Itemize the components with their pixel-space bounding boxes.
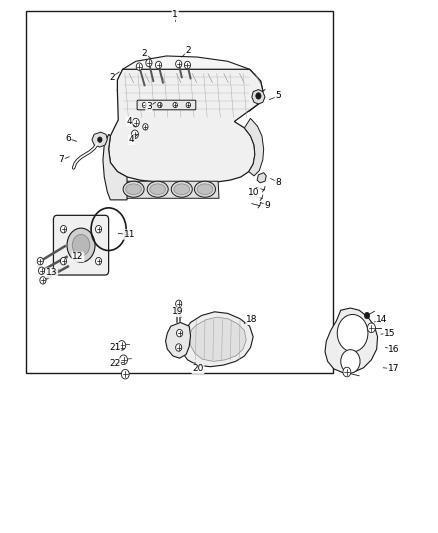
Text: 18: 18 bbox=[246, 316, 258, 324]
Polygon shape bbox=[103, 134, 127, 200]
Text: 21: 21 bbox=[109, 343, 120, 352]
Text: 1: 1 bbox=[172, 11, 178, 19]
Circle shape bbox=[37, 257, 43, 265]
Text: 12: 12 bbox=[72, 253, 84, 261]
FancyBboxPatch shape bbox=[137, 100, 196, 110]
Circle shape bbox=[364, 312, 370, 319]
Polygon shape bbox=[166, 322, 191, 358]
Ellipse shape bbox=[150, 184, 166, 195]
Text: 4: 4 bbox=[129, 135, 134, 144]
Circle shape bbox=[337, 314, 368, 352]
Text: 22: 22 bbox=[109, 359, 120, 368]
Circle shape bbox=[143, 124, 148, 130]
Text: 4: 4 bbox=[127, 117, 132, 126]
Text: 2: 2 bbox=[186, 46, 191, 55]
Circle shape bbox=[155, 61, 162, 69]
Text: 20: 20 bbox=[192, 365, 204, 373]
Circle shape bbox=[146, 59, 152, 67]
Text: 6: 6 bbox=[65, 134, 71, 143]
Text: 17: 17 bbox=[388, 365, 399, 373]
Circle shape bbox=[343, 367, 351, 377]
Circle shape bbox=[98, 137, 102, 142]
Circle shape bbox=[341, 350, 360, 373]
Circle shape bbox=[40, 277, 46, 284]
Circle shape bbox=[176, 344, 182, 351]
Text: 5: 5 bbox=[275, 92, 281, 100]
Polygon shape bbox=[257, 173, 266, 183]
Circle shape bbox=[158, 102, 162, 108]
Polygon shape bbox=[189, 317, 246, 361]
Polygon shape bbox=[325, 308, 378, 373]
Text: 13: 13 bbox=[46, 269, 57, 277]
Ellipse shape bbox=[147, 181, 168, 197]
Circle shape bbox=[184, 61, 191, 69]
Ellipse shape bbox=[174, 184, 190, 195]
Polygon shape bbox=[244, 118, 264, 176]
Circle shape bbox=[173, 102, 177, 108]
Ellipse shape bbox=[194, 181, 215, 197]
Text: 16: 16 bbox=[389, 345, 400, 353]
Polygon shape bbox=[92, 132, 107, 147]
Text: 3: 3 bbox=[146, 102, 152, 111]
Circle shape bbox=[131, 130, 138, 139]
Circle shape bbox=[142, 102, 147, 108]
Circle shape bbox=[67, 228, 95, 262]
Circle shape bbox=[186, 102, 191, 108]
Circle shape bbox=[256, 93, 261, 99]
Bar bbox=[26, 11, 333, 373]
Circle shape bbox=[367, 323, 375, 333]
FancyBboxPatch shape bbox=[53, 215, 109, 275]
Circle shape bbox=[176, 60, 182, 68]
Ellipse shape bbox=[126, 184, 141, 195]
Text: 11: 11 bbox=[124, 230, 135, 239]
Ellipse shape bbox=[197, 184, 213, 195]
Polygon shape bbox=[122, 181, 219, 198]
Circle shape bbox=[177, 329, 183, 337]
Circle shape bbox=[136, 63, 142, 70]
Circle shape bbox=[176, 300, 182, 308]
Text: 7: 7 bbox=[58, 156, 64, 164]
Polygon shape bbox=[180, 312, 253, 367]
Polygon shape bbox=[252, 90, 265, 104]
Circle shape bbox=[121, 369, 129, 379]
Circle shape bbox=[95, 257, 102, 265]
Text: 9: 9 bbox=[264, 201, 270, 209]
Text: 10: 10 bbox=[248, 189, 260, 197]
Circle shape bbox=[72, 235, 90, 256]
Text: 8: 8 bbox=[275, 178, 281, 187]
Ellipse shape bbox=[171, 181, 192, 197]
Circle shape bbox=[60, 257, 67, 265]
Text: 14: 14 bbox=[376, 316, 388, 324]
Circle shape bbox=[120, 355, 127, 365]
Text: 15: 15 bbox=[384, 329, 396, 337]
Circle shape bbox=[60, 225, 67, 233]
Circle shape bbox=[132, 118, 139, 127]
Polygon shape bbox=[117, 56, 263, 119]
Text: 2: 2 bbox=[142, 49, 147, 58]
Circle shape bbox=[95, 225, 102, 233]
Text: 2: 2 bbox=[109, 73, 114, 82]
Text: 19: 19 bbox=[172, 308, 183, 316]
Polygon shape bbox=[109, 69, 263, 184]
Ellipse shape bbox=[123, 181, 144, 197]
Circle shape bbox=[39, 267, 45, 274]
Circle shape bbox=[118, 341, 126, 350]
